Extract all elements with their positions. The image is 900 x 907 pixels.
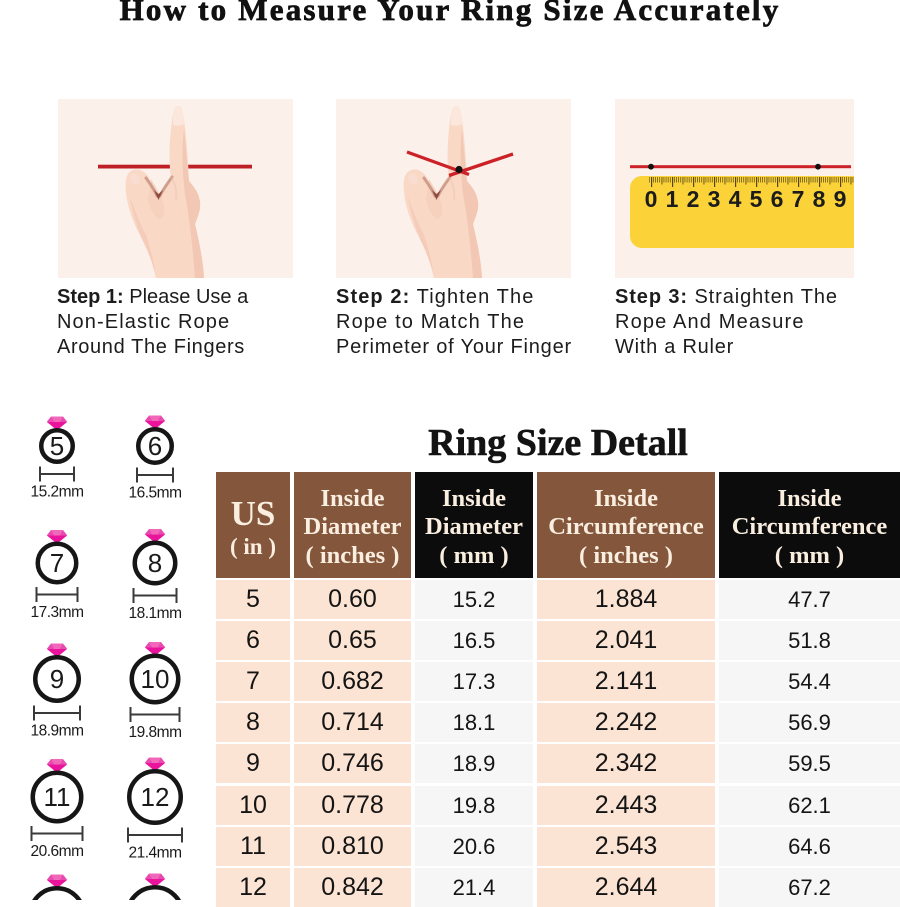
svg-text:12: 12 bbox=[141, 782, 170, 812]
svg-text:18.1mm: 18.1mm bbox=[129, 605, 182, 622]
svg-text:9: 9 bbox=[50, 664, 64, 694]
svg-text:0: 0 bbox=[645, 186, 658, 212]
svg-text:17.3mm: 17.3mm bbox=[31, 604, 84, 621]
svg-text:16.5mm: 16.5mm bbox=[129, 485, 182, 502]
svg-text:15.2mm: 15.2mm bbox=[31, 484, 84, 501]
svg-text:20.6mm: 20.6mm bbox=[31, 843, 84, 860]
svg-text:19.8mm: 19.8mm bbox=[129, 724, 182, 741]
svg-text:3: 3 bbox=[708, 186, 721, 212]
svg-text:5: 5 bbox=[50, 431, 64, 461]
svg-text:7: 7 bbox=[792, 186, 805, 212]
svg-text:9: 9 bbox=[834, 186, 847, 212]
svg-text:8: 8 bbox=[148, 548, 162, 578]
svg-text:6: 6 bbox=[148, 431, 162, 461]
svg-text:10: 10 bbox=[141, 664, 170, 694]
svg-text:6: 6 bbox=[771, 186, 784, 212]
svg-text:18.9mm: 18.9mm bbox=[31, 723, 84, 740]
svg-text:7: 7 bbox=[50, 548, 64, 578]
svg-text:8: 8 bbox=[813, 186, 826, 212]
svg-text:4: 4 bbox=[729, 186, 742, 212]
svg-text:2: 2 bbox=[687, 186, 700, 212]
svg-text:5: 5 bbox=[750, 186, 763, 212]
svg-text:11: 11 bbox=[44, 782, 71, 812]
svg-text:21.4mm: 21.4mm bbox=[129, 845, 182, 862]
svg-text:1: 1 bbox=[666, 186, 679, 212]
